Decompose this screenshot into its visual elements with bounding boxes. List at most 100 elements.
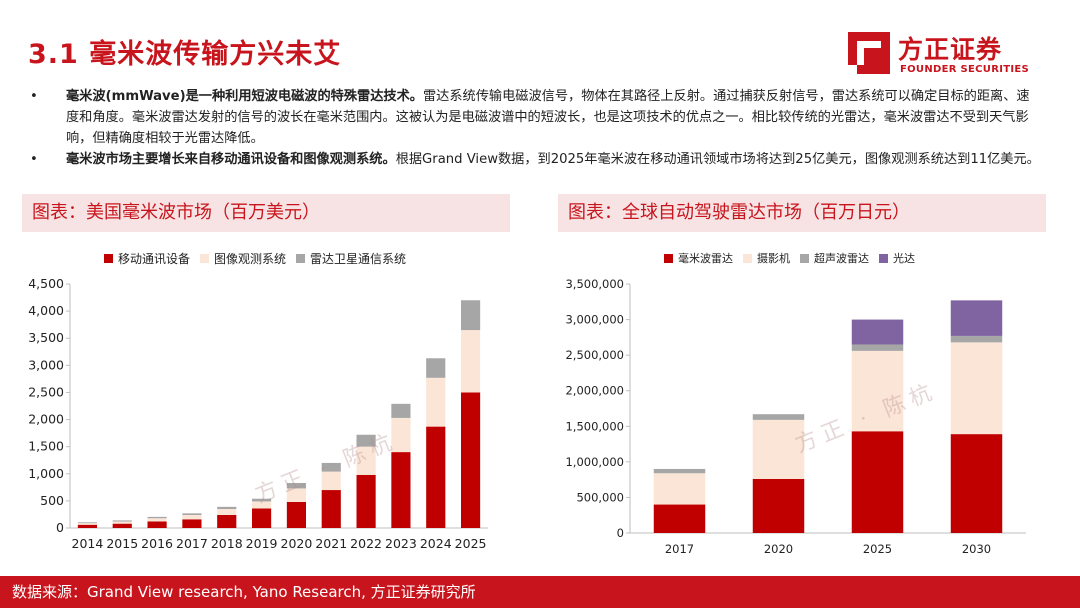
bar-segment xyxy=(286,488,306,502)
bar-segment xyxy=(356,446,376,475)
y-tick-label: 2,500 xyxy=(28,384,64,399)
bar-segment xyxy=(147,518,167,522)
founder-logo-icon xyxy=(848,32,890,74)
x-tick-label: 2023 xyxy=(385,536,417,551)
legend-label: 超声波雷达 xyxy=(814,252,869,265)
y-tick-label: 2,000 xyxy=(28,412,64,427)
bullet-lead: 毫米波市场主要增长来自移动通讯设备和图像观测系统。 xyxy=(66,152,396,167)
bar-segment xyxy=(851,350,904,432)
y-tick-label: 3,500,000 xyxy=(565,277,624,291)
bar-segment xyxy=(391,417,411,453)
bar-segment xyxy=(217,514,237,528)
legend-label: 移动通讯设备 xyxy=(118,252,191,266)
bar-segment xyxy=(217,509,237,515)
bar-segment xyxy=(356,434,376,447)
bar-segment xyxy=(752,478,805,533)
bar-segment xyxy=(77,522,97,524)
legend-label: 毫米波雷达 xyxy=(678,252,733,265)
bar-segment xyxy=(653,473,706,505)
bar-segment xyxy=(112,520,132,522)
y-tick-label: 3,500 xyxy=(28,330,64,345)
bar-segment xyxy=(950,434,1003,533)
bar-segment xyxy=(77,523,97,525)
y-tick-label: 2,500,000 xyxy=(565,348,624,362)
x-tick-label: 2020 xyxy=(281,536,313,551)
bar-segment xyxy=(356,474,376,528)
legend-item: 图像观测系统 xyxy=(200,250,286,267)
bar-segment xyxy=(851,344,904,351)
bar-segment xyxy=(182,514,202,520)
bar-segment xyxy=(461,300,481,331)
legend-swatch xyxy=(743,253,752,263)
bar-segment xyxy=(217,506,237,510)
bullet-list: • 毫米波(mmWave)是一种利用短波电磁波的特殊雷达技术。雷达系统传输电磁波… xyxy=(30,86,1040,170)
x-tick-label: 2025 xyxy=(863,542,892,556)
bullet-item: • 毫米波(mmWave)是一种利用短波电磁波的特殊雷达技术。雷达系统传输电磁波… xyxy=(30,86,1040,149)
legend-swatch xyxy=(200,254,210,263)
legend-label: 雷达卫星通信系统 xyxy=(310,252,407,266)
bar-segment xyxy=(321,490,341,528)
logo-text-en: FOUNDER SECURITIES xyxy=(900,64,1030,75)
legend-label: 摄影机 xyxy=(757,252,790,265)
bar-segment xyxy=(112,521,132,524)
x-tick-label: 2024 xyxy=(420,536,452,551)
bar-segment xyxy=(147,521,167,528)
chart-legend-left: 移动通讯设备 图像观测系统 雷达卫星通信系统 xyxy=(104,250,416,267)
y-tick-label: 1,000 xyxy=(28,466,64,481)
bullet-text: 根据Grand View数据，到2025年毫米波在移动通讯领域市场将达到25亿美… xyxy=(395,152,1040,167)
x-tick-label: 2017 xyxy=(665,542,694,556)
legend-swatch xyxy=(104,254,113,263)
autonomous-radar-market-chart: 0 500,000 1,000,000 1,500,000 2,000,000 2,500… xyxy=(565,277,1026,556)
bar-segment xyxy=(252,501,272,509)
bar-segment xyxy=(426,358,446,378)
y-tick-label: 3,000 xyxy=(28,357,64,372)
y-tick-label: 500 xyxy=(40,493,64,508)
legend-label: 光达 xyxy=(893,252,915,265)
legend-swatch xyxy=(879,253,888,263)
x-tick-label: 2025 xyxy=(455,536,487,551)
us-mmwave-market-chart: 0 500 1,000 1,500 2,000 2,500 3,000 3,500 4,000 4… xyxy=(28,276,488,551)
x-tick-label: 2014 xyxy=(72,536,104,551)
chart-legend-right: 毫米波雷达 摄影机 超声波雷达 光达 xyxy=(664,250,925,266)
bar-segment xyxy=(182,513,202,515)
page-title: 3.1 毫米波传输方兴未艾 xyxy=(28,39,342,70)
bar-segment xyxy=(752,414,805,420)
bar-segment xyxy=(653,468,706,474)
x-tick-label: 2018 xyxy=(211,536,243,551)
bar-segment xyxy=(752,419,805,479)
chart-title-left: 图表：美国毫米波市场（百万美元） xyxy=(22,194,510,232)
bar-segment xyxy=(286,482,306,489)
bar-segment xyxy=(851,319,904,345)
x-tick-label: 2022 xyxy=(350,536,382,551)
bar-segment xyxy=(950,342,1003,435)
y-tick-label: 0 xyxy=(56,520,64,535)
bar-segment xyxy=(391,452,411,528)
bar-segment xyxy=(426,426,446,528)
x-tick-label: 2019 xyxy=(246,536,278,551)
bar-segment xyxy=(950,335,1003,343)
legend-item: 光达 xyxy=(879,250,915,266)
y-tick-label: 1,500 xyxy=(28,439,64,454)
x-tick-label: 2030 xyxy=(962,542,991,556)
chart-title-right: 图表：全球自动驾驶雷达市场（百万日元） xyxy=(558,194,1046,232)
bar-segment xyxy=(426,377,446,427)
legend-item: 超声波雷达 xyxy=(800,250,869,266)
bar-segment xyxy=(252,498,272,502)
y-tick-label: 4,000 xyxy=(28,303,64,318)
y-tick-label: 1,500,000 xyxy=(565,419,624,433)
bullet-marker: • xyxy=(30,89,38,104)
y-tick-label: 500,000 xyxy=(576,490,624,504)
legend-item: 摄影机 xyxy=(743,250,790,266)
bar-segment xyxy=(321,471,341,491)
bar-segment xyxy=(461,392,481,528)
x-tick-label: 2016 xyxy=(141,536,173,551)
bar-segment xyxy=(77,524,97,528)
legend-label: 图像观测系统 xyxy=(214,252,287,266)
x-tick-label: 2017 xyxy=(176,536,208,551)
y-tick-label: 3,000,000 xyxy=(565,313,624,327)
bar-segment xyxy=(950,300,1003,336)
y-tick-label: 4,500 xyxy=(28,276,64,291)
bar-segment xyxy=(461,330,481,393)
legend-swatch xyxy=(664,253,673,263)
bar-segment xyxy=(112,523,132,528)
